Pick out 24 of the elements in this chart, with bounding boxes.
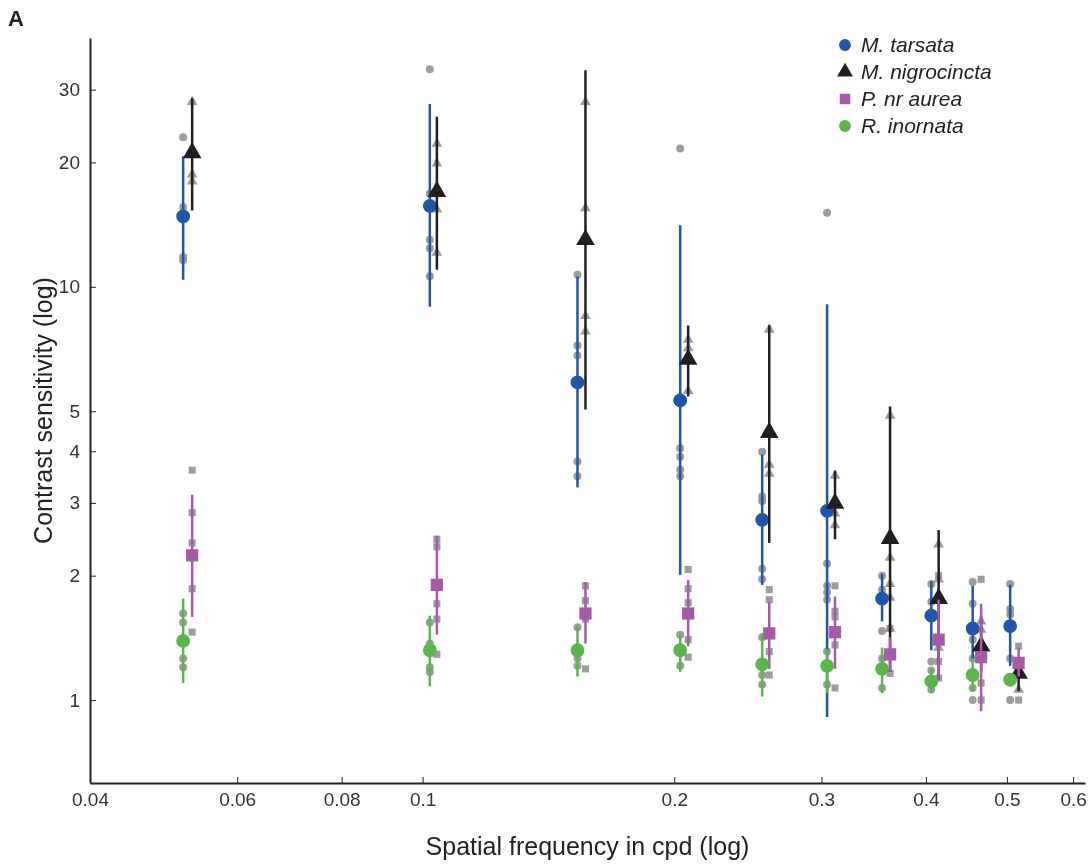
y-tick-label: 2 <box>69 565 80 587</box>
x-tick-label: 0.1 <box>409 789 437 811</box>
y-tick-label: 1 <box>69 689 80 711</box>
y-tick-label: 5 <box>69 400 80 422</box>
chart-title: A <box>8 6 24 31</box>
legend-label: M. tarsata <box>861 33 955 56</box>
y-tick-label: 3 <box>69 492 80 514</box>
y-axis-title: Contrast sensitivity (log) <box>29 277 57 544</box>
y-tick-label: 10 <box>58 276 80 298</box>
x-tick-label: 0.3 <box>808 789 836 811</box>
y-tick-label: 20 <box>58 151 80 173</box>
x-tick-label: 0.08 <box>323 789 361 811</box>
y-tick-label: 4 <box>69 440 81 462</box>
x-tick-label: 0.6 <box>1060 789 1087 811</box>
x-tick-label: 0.2 <box>661 789 688 811</box>
x-tick-label: 0.4 <box>913 789 941 811</box>
x-tick-label: 0.5 <box>994 789 1021 811</box>
y-tick-label: 30 <box>58 79 80 101</box>
legend-label: M. nigrocincta <box>861 60 992 83</box>
legend-label: R. inornata <box>861 114 964 137</box>
x-axis-title: Spatial frequency in cpd (log) <box>425 832 750 860</box>
x-tick-label: 0.06 <box>219 789 257 811</box>
legend-label: P. nr aurea <box>861 87 963 110</box>
x-tick-label: 0.04 <box>72 789 110 811</box>
